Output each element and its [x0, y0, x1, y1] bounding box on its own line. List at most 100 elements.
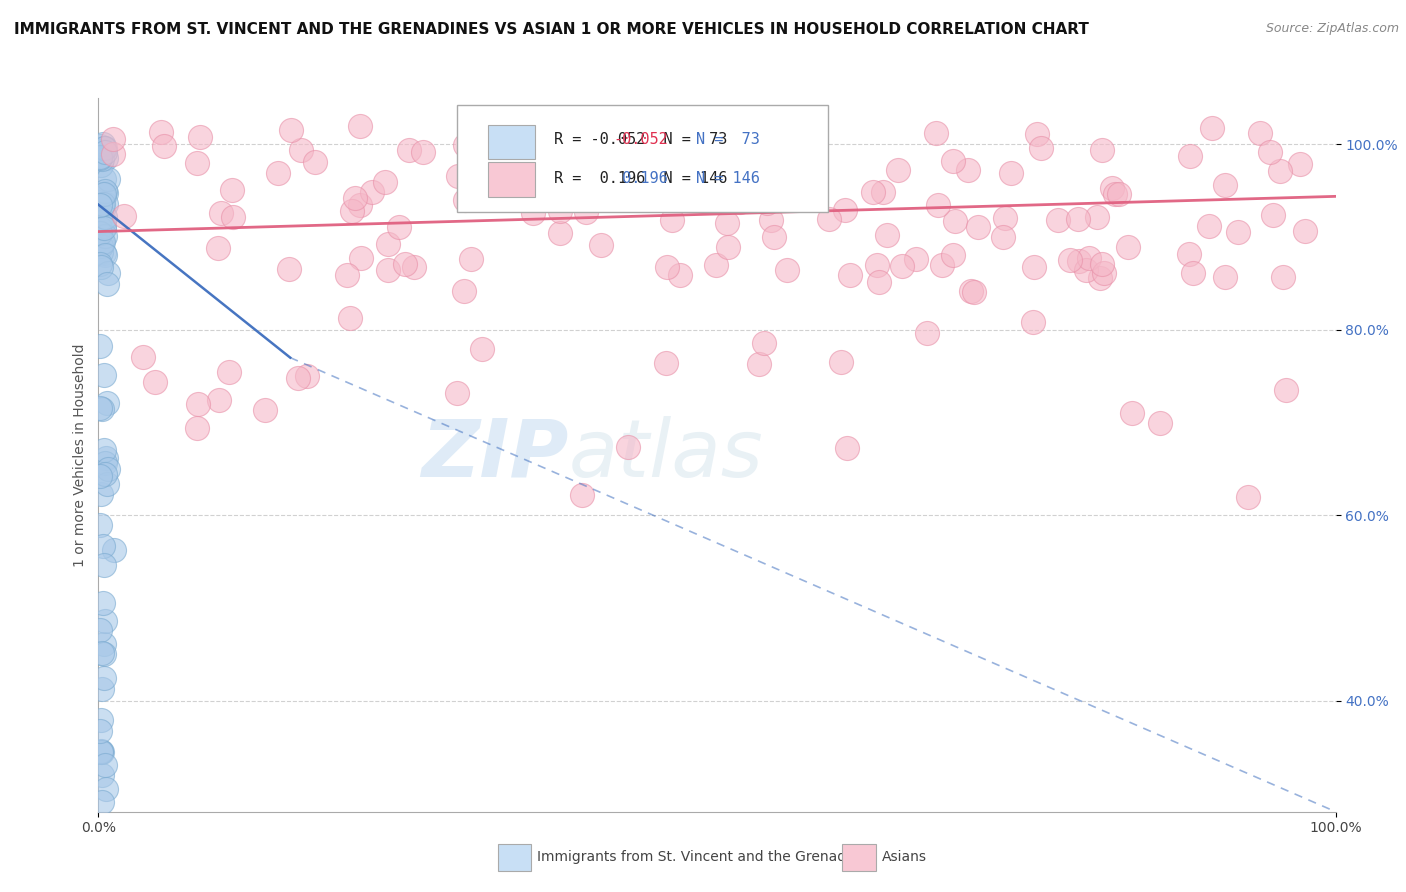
Point	[96, 451, 118, 466]
Point	[1108, 187, 1130, 202]
Point	[548, 226, 571, 240]
Point	[91, 795, 114, 809]
Point	[94, 758, 117, 772]
Point	[1271, 269, 1294, 284]
Point	[454, 138, 477, 153]
Point	[152, 139, 174, 153]
Point	[218, 365, 240, 379]
Point	[93, 213, 115, 227]
Point	[91, 646, 114, 660]
Point	[447, 169, 470, 184]
Point	[143, 376, 166, 390]
Point	[991, 230, 1014, 244]
Point	[90, 682, 112, 697]
Point	[89, 152, 111, 166]
Text: R = -0.052  N =  73: R = -0.052 N = 73	[554, 132, 727, 147]
Point	[655, 260, 678, 274]
Point	[91, 596, 114, 610]
Point	[876, 228, 898, 243]
Point	[616, 153, 638, 168]
Point	[575, 204, 598, 219]
Point	[1092, 266, 1115, 280]
Point	[830, 355, 852, 369]
Point	[287, 370, 309, 384]
Point	[1074, 263, 1097, 277]
Point	[1177, 246, 1199, 260]
Point	[1121, 406, 1143, 420]
Point	[361, 185, 384, 199]
Point	[349, 252, 371, 266]
Point	[90, 486, 112, 500]
Point	[349, 197, 371, 211]
Point	[1201, 120, 1223, 135]
Point	[728, 194, 751, 209]
Point	[89, 257, 111, 271]
Point	[101, 131, 124, 145]
Bar	[488, 125, 536, 159]
Point	[762, 128, 785, 143]
Y-axis label: 1 or more Vehicles in Household: 1 or more Vehicles in Household	[73, 343, 87, 566]
Point	[588, 140, 610, 154]
Point	[186, 421, 208, 435]
Point	[887, 162, 910, 177]
Point	[1069, 254, 1091, 268]
Point	[762, 230, 785, 244]
Point	[89, 401, 111, 415]
Point	[93, 172, 115, 186]
Point	[1022, 260, 1045, 275]
Point	[1078, 251, 1101, 265]
Point	[655, 356, 678, 370]
Point	[1090, 270, 1112, 285]
Point	[617, 440, 640, 454]
Point	[96, 197, 118, 211]
Text: Immigrants from St. Vincent and the Grenadines: Immigrants from St. Vincent and the Gren…	[537, 850, 875, 864]
Point	[716, 216, 738, 230]
Point	[93, 614, 115, 628]
Point	[90, 152, 112, 166]
Point	[93, 443, 115, 458]
Point	[1000, 166, 1022, 180]
Point	[90, 244, 112, 259]
Point	[717, 240, 740, 254]
Point	[1294, 224, 1316, 238]
Point	[336, 268, 359, 283]
Point	[89, 724, 111, 739]
Point	[89, 221, 111, 235]
Text: R =  0.196  N = 146: R = 0.196 N = 146	[554, 170, 727, 186]
Point	[89, 623, 111, 637]
Point	[1022, 315, 1045, 329]
Point	[280, 122, 302, 136]
Point	[90, 199, 112, 213]
Point	[90, 158, 112, 172]
Point	[1236, 490, 1258, 504]
Point	[96, 477, 118, 491]
Point	[295, 368, 318, 383]
Point	[960, 284, 983, 298]
Text: ZIP: ZIP	[422, 416, 568, 494]
Point	[446, 385, 468, 400]
Point	[339, 311, 361, 326]
Point	[93, 141, 115, 155]
Point	[90, 239, 112, 253]
Point	[91, 539, 114, 553]
Point	[818, 211, 841, 226]
Point	[188, 130, 211, 145]
Point	[344, 190, 367, 204]
Point	[1104, 186, 1126, 201]
Point	[942, 153, 965, 168]
Point	[1101, 180, 1123, 194]
Point	[94, 211, 117, 225]
Text: Asians: Asians	[882, 850, 927, 864]
Point	[725, 164, 748, 178]
Point	[1261, 208, 1284, 222]
Point	[97, 266, 120, 280]
Point	[1288, 156, 1310, 170]
Point	[925, 126, 948, 140]
Point	[748, 357, 770, 371]
Point	[96, 782, 118, 797]
Point	[377, 263, 399, 277]
Point	[668, 268, 690, 283]
Text: Source: ZipAtlas.com: Source: ZipAtlas.com	[1265, 22, 1399, 36]
Text: □: □	[499, 848, 517, 868]
Point	[91, 235, 114, 250]
